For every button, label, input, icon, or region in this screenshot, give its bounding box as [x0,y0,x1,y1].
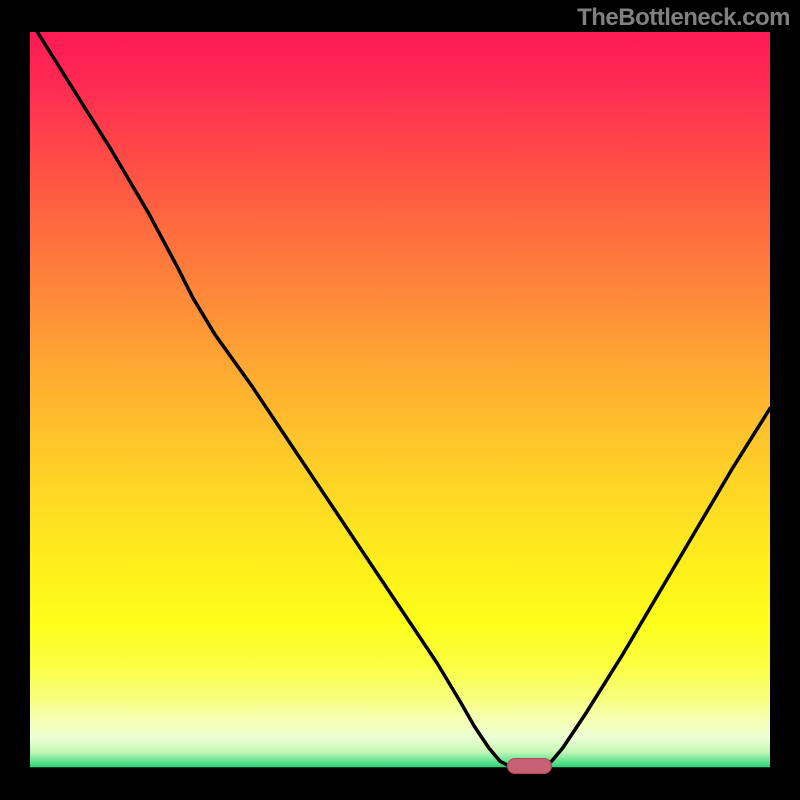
minimum-marker [507,758,551,774]
chart-container: TheBottleneck.com [0,0,800,800]
watermark-text: TheBottleneck.com [577,4,790,32]
curve-layer [30,32,770,770]
plot-area [30,32,770,770]
